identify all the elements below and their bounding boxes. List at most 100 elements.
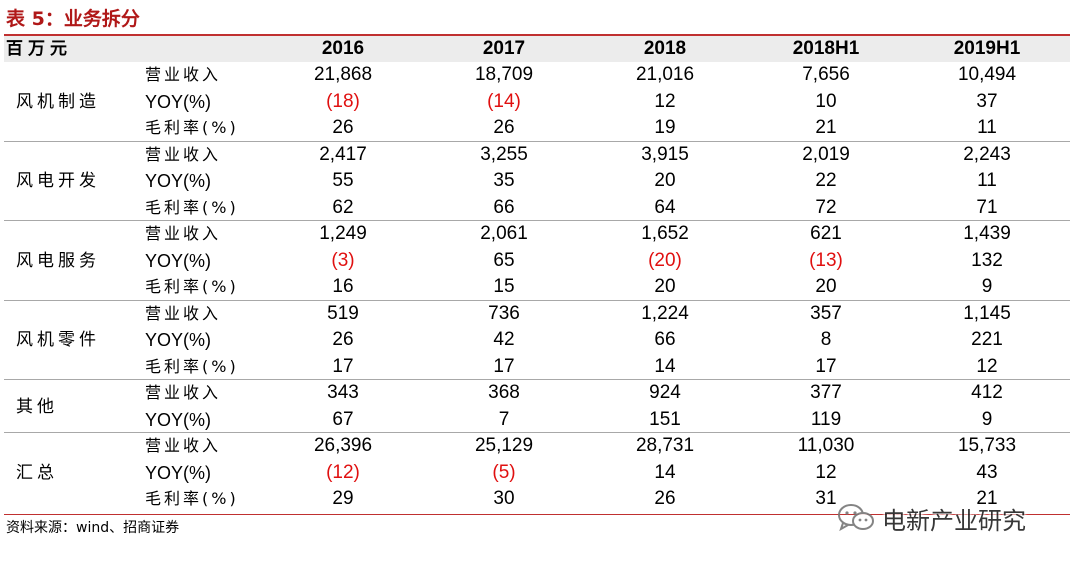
table-cell: 412 [971,382,1003,403]
table-cell: 3,255 [480,143,528,165]
table-cell: 1,439 [963,223,1011,244]
segment-group: 汇总 营业收入 26,396 25,129 28,731 11,030 15,733 YOY(… [4,433,1070,513]
year-header: 2016 [321,38,365,59]
metric-label: YOY(%) [145,330,212,350]
metric-label: 营业收入 [145,65,222,84]
table-cell: (3) [331,249,355,271]
segment-group: 风电开发 营业收入 2,417 3,255 3,915 2,019 2,243 YOY(%) 5… [4,142,1070,222]
metric-label: YOY(%) [145,409,212,430]
table-cell: 11,030 [797,435,855,456]
metric-label: YOY(%) [145,250,212,271]
table-cell: 8 [820,329,832,350]
table-cell: 12 [815,461,837,483]
table-row: 毛利率(%) 26 26 19 21 11 [4,115,1070,142]
segment-group: 风机零件 营业收入 519 736 1,224 357 1,145 YOY(%) 26 42 66 8… [4,301,1070,380]
table-cell: (14) [487,90,521,112]
table-row: 毛利率(%) 62 66 64 72 71 [4,195,1070,222]
metric-label: 营业收入 [145,383,222,402]
table-cell: 65 [493,249,515,271]
table-cell: 18,709 [474,64,534,85]
metric-label: 毛利率(%) [145,489,239,508]
table-row: YOY(%) 26 42 66 8 221 [4,327,1070,354]
watermark-text: 电新产业研究 [882,506,1026,535]
table-header: 百万元 2016 2017 2018 2018H1 2019H1 [4,36,1070,62]
group-divider [4,432,1070,433]
table-row: YOY(%) (12) (5) 14 12 43 [4,460,1070,487]
table-cell: 26 [493,117,515,138]
table-cell: 64 [654,196,676,218]
segment-group: 其他 营业收入 343 368 924 377 412 YOY(%) 67 7 151 119 9 [4,380,1070,433]
table-cell: 17 [815,355,837,377]
table-cell: 9 [981,276,993,297]
table-cell: 12 [654,90,676,112]
table-cell: 7,656 [802,64,850,85]
table-cell: 924 [649,382,681,403]
metric-label: 毛利率(%) [145,277,239,296]
table-cell: 11 [977,117,997,138]
table-cell: 19 [654,117,676,138]
table-cell: 119 [810,408,842,430]
watermark: 电新产业研究 [836,500,1026,536]
table-cell: 2,243 [963,143,1011,165]
table-cell: 35 [493,170,515,191]
table-cell: 368 [488,382,520,403]
group-divider [4,379,1070,380]
table-cell: 10 [815,90,837,112]
table-cell: 62 [332,196,354,218]
segment-label: 其他 [16,396,58,417]
table-cell: 2,417 [319,143,367,165]
metric-label: 营业收入 [145,144,222,164]
table-cell: 42 [493,329,515,350]
group-divider [4,140,1070,142]
table-cell: 55 [332,170,354,191]
table-cell: (13) [809,249,843,271]
table-cell: 11 [977,170,997,191]
table-cell: 16 [332,276,354,297]
bottom-rule [4,514,1070,515]
table-cell: 2,019 [802,143,850,165]
metric-label: 营业收入 [145,303,222,323]
table-row: YOY(%) 67 7 151 119 9 [4,407,1070,434]
table-cell: 1,652 [641,223,689,244]
table-row: YOY(%) (18) (14) 12 10 37 [4,89,1070,116]
table-cell: 66 [654,329,676,350]
table-row: 营业收入 1,249 2,061 1,652 621 1,439 [4,221,1070,248]
table-cell: 621 [810,223,842,244]
metric-label: 毛利率(%) [145,356,239,376]
table-cell: 15 [493,276,515,297]
table-cell: 12 [976,355,998,377]
table-cell: 72 [815,196,837,218]
table-row: YOY(%) 55 35 20 22 11 [4,168,1070,195]
table-cell: (5) [492,461,516,483]
table-cell: 30 [493,488,515,509]
table-cell: 7 [498,408,510,430]
table-cell: 132 [971,249,1003,271]
table-cell: 28,731 [635,435,695,456]
table-cell: 21 [815,117,837,138]
group-divider [4,220,1070,221]
table-cell: (20) [648,249,682,271]
metric-label: YOY(%) [145,171,212,191]
segment-label: 风电开发 [16,171,100,192]
table-cell: 20 [654,276,676,297]
table-cell: 71 [976,196,998,218]
year-header: 2017 [482,38,526,59]
segment-group: 风机制造 营业收入 21,868 18,709 21,016 7,656 10,494 YOY… [4,62,1070,142]
table-cell: 26 [332,329,354,350]
table-title: 表 5：业务拆分 [6,8,140,30]
table-cell: 21,016 [635,64,695,85]
segment-label: 风电服务 [16,250,100,271]
table-cell: 26 [654,488,676,509]
table-cell: (18) [326,90,360,112]
table-cell: (12) [326,461,360,483]
table-cell: 20 [815,276,837,297]
table-row: 营业收入 519 736 1,224 357 1,145 [4,301,1070,328]
table-cell: 66 [493,196,515,218]
table-row: 营业收入 2,417 3,255 3,915 2,019 2,243 [4,142,1070,169]
table-cell: 20 [654,170,676,191]
table-row: 毛利率(%) 16 15 20 20 9 [4,274,1070,301]
top-rule [4,34,1070,36]
table-cell: 2,061 [480,223,528,244]
table-cell: 37 [976,90,998,112]
table-cell: 377 [810,382,842,403]
